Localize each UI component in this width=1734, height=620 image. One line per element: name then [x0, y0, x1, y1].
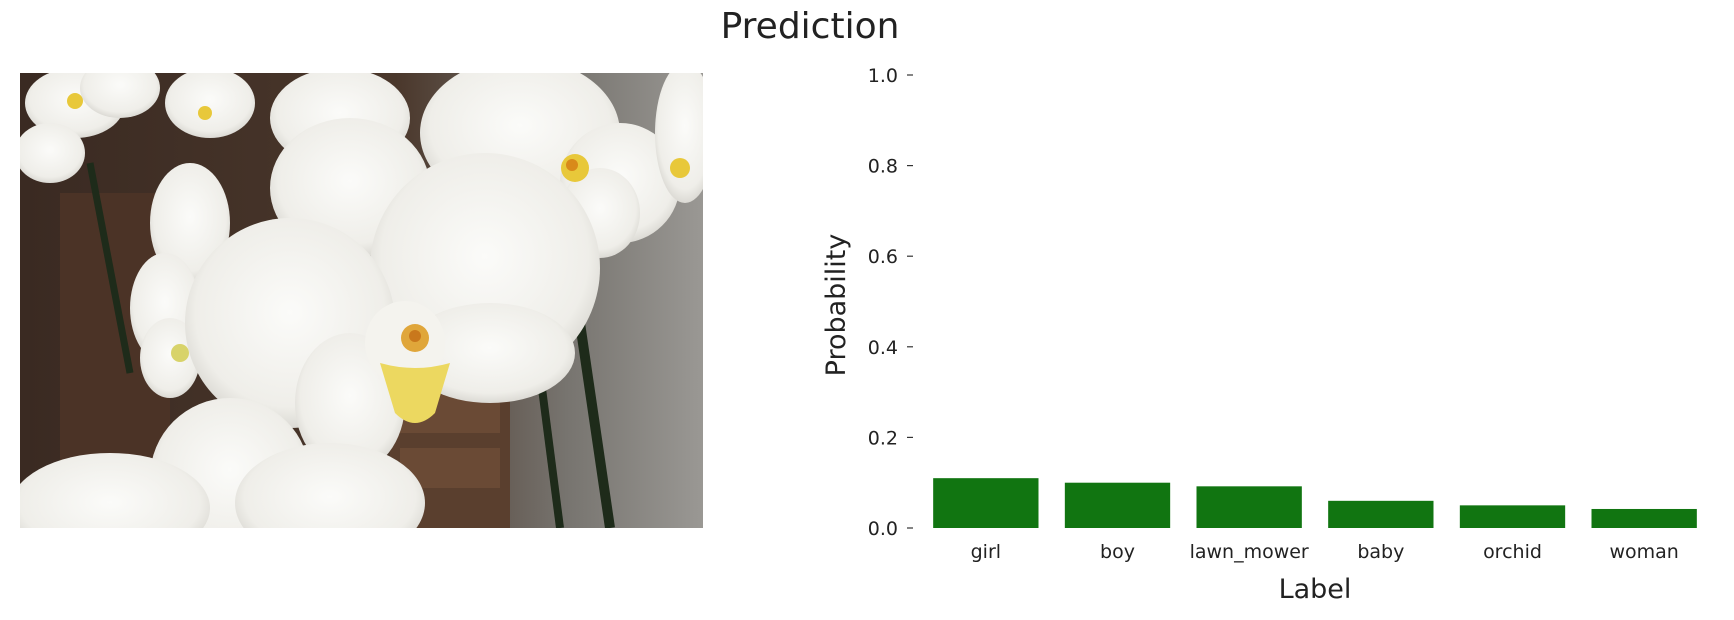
x-tick-label: girl	[971, 541, 1001, 563]
y-tick-label: 1.0	[868, 65, 898, 87]
x-tick-label: orchid	[1483, 541, 1542, 563]
bar-woman	[1591, 508, 1697, 528]
bar-girl	[933, 478, 1039, 528]
x-tick-label: woman	[1609, 541, 1678, 563]
bar-chart: 0.0 0.2 0.4 0.6 0.8 1.0 girl boy lawn_mower baby…	[821, 65, 1697, 605]
x-tick-label: lawn_mower	[1190, 541, 1309, 563]
figure-title: Prediction	[720, 6, 900, 47]
orchid-photo	[20, 73, 703, 528]
bar-boy	[1064, 482, 1171, 528]
bars-group	[933, 478, 1697, 528]
y-tick-label: 0.6	[868, 246, 898, 268]
x-tick-label: baby	[1357, 541, 1404, 563]
bar-lawn_mower	[1196, 486, 1302, 528]
x-axis-label: Label	[1279, 574, 1352, 605]
y-tick-label: 0.0	[868, 518, 898, 540]
bar-orchid	[1459, 505, 1566, 528]
x-tick-label: boy	[1100, 541, 1135, 563]
y-axis-ticks: 0.0 0.2 0.4 0.6 0.8 1.0	[868, 65, 913, 540]
y-axis-label: Probability	[821, 234, 852, 377]
x-axis-ticks: girl boy lawn_mower baby orchid woman	[971, 541, 1679, 563]
y-tick-label: 0.2	[868, 427, 898, 449]
y-tick-label: 0.4	[868, 337, 898, 359]
bar-baby	[1328, 500, 1434, 528]
y-tick-label: 0.8	[868, 156, 898, 178]
